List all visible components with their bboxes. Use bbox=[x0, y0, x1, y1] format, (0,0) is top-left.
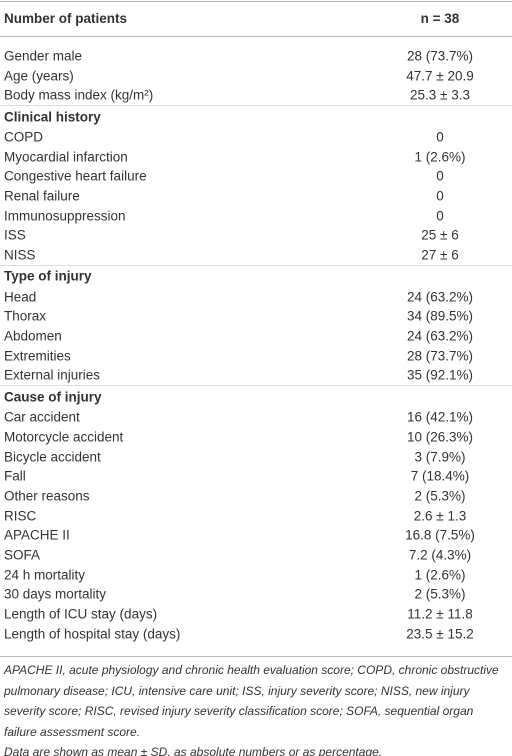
row-value: 10 (26.3%) bbox=[406, 429, 474, 445]
table-row: RISC 2.6 ± 1.3 bbox=[0, 506, 512, 526]
row-value: 7.2 (4.3%) bbox=[408, 547, 472, 563]
row-value: 3 (7.9%) bbox=[414, 449, 466, 465]
row-value: 24 (63.2%) bbox=[406, 289, 474, 305]
row-value: 16.8 (7.5%) bbox=[405, 527, 475, 543]
row-label: APACHE II bbox=[4, 527, 70, 543]
table-row: Congestive heart failure 0 bbox=[0, 166, 512, 186]
row-value: 25 ± 6 bbox=[421, 227, 459, 243]
table-row: Age (years) 47.7 ± 20.9 bbox=[0, 66, 512, 86]
footnote-text: Data are shown as mean ± SD, as absolute… bbox=[4, 745, 383, 756]
table-row: External injuries 35 (92.1%) bbox=[0, 366, 512, 386]
table-row: Car accident 16 (42.1%) bbox=[0, 407, 512, 427]
section-label: Cause of injury bbox=[4, 389, 102, 405]
row-label: ISS bbox=[4, 227, 26, 243]
row-label: Myocardial infarction bbox=[4, 149, 128, 165]
row-label: Congestive heart failure bbox=[4, 168, 147, 184]
row-value: 0 bbox=[436, 208, 444, 224]
table-row: Extremities 28 (73.7%) bbox=[0, 346, 512, 366]
section-row: Cause of injury bbox=[0, 385, 512, 407]
table-row: Head 24 (63.2%) bbox=[0, 287, 512, 307]
row-value: 23.5 ± 15.2 bbox=[406, 626, 474, 642]
table-row: Length of ICU stay (days) 11.2 ± 11.8 bbox=[0, 604, 512, 624]
row-value: 1 (2.6%) bbox=[414, 149, 466, 165]
row-label: Body mass index (kg/m²) bbox=[4, 87, 154, 103]
row-label: NISS bbox=[4, 247, 36, 263]
row-label: SOFA bbox=[4, 547, 41, 563]
row-label: Length of ICU stay (days) bbox=[4, 606, 158, 622]
row-value: 16 (42.1%) bbox=[406, 409, 474, 425]
header-value: n = 38 bbox=[420, 11, 460, 26]
table-row: Myocardial infarction 1 (2.6%) bbox=[0, 147, 512, 167]
row-label: Length of hospital stay (days) bbox=[4, 626, 181, 642]
row-value: 35 (92.1%) bbox=[406, 367, 474, 383]
table-row: Body mass index (kg/m²) 25.3 ± 3.3 bbox=[0, 85, 512, 105]
section-row: Clinical history bbox=[0, 105, 512, 127]
row-label: Age (years) bbox=[4, 68, 74, 84]
table-row: 24 h mortality 1 (2.6%) bbox=[0, 565, 512, 585]
table-row: SOFA 7.2 (4.3%) bbox=[0, 545, 512, 565]
row-label: COPD bbox=[4, 129, 44, 145]
section-label: Type of injury bbox=[4, 268, 92, 284]
row-value: 1 (2.6%) bbox=[414, 567, 466, 583]
table-row: Thorax 34 (89.5%) bbox=[0, 307, 512, 327]
row-label: RISC bbox=[4, 508, 37, 524]
row-value: 2.6 ± 1.3 bbox=[413, 508, 467, 524]
footnote-text: APACHE II, acute physiology and chronic … bbox=[4, 663, 499, 739]
table-row: NISS 27 ± 6 bbox=[0, 245, 512, 265]
row-value: 47.7 ± 20.9 bbox=[406, 68, 474, 84]
table-row: Length of hospital stay (days) 23.5 ± 15.… bbox=[0, 624, 512, 644]
row-value: 27 ± 6 bbox=[421, 247, 459, 263]
table-row: Bicycle accident 3 (7.9%) bbox=[0, 447, 512, 467]
row-label: Bicycle accident bbox=[4, 449, 101, 465]
table-row: Gender male 28 (73.7%) bbox=[0, 46, 512, 66]
row-label: 30 days mortality bbox=[4, 586, 107, 602]
row-value: 28 (73.7%) bbox=[406, 348, 474, 364]
row-value: 2 (5.3%) bbox=[414, 586, 466, 602]
table-row: APACHE II 16.8 (7.5%) bbox=[0, 525, 512, 545]
section-label: Clinical history bbox=[4, 109, 101, 125]
table-row: Other reasons 2 (5.3%) bbox=[0, 486, 512, 506]
row-label: Other reasons bbox=[4, 488, 90, 504]
section-row: Type of injury bbox=[0, 264, 512, 287]
row-label: Thorax bbox=[4, 308, 47, 324]
row-label: Renal failure bbox=[4, 188, 80, 204]
row-label: External injuries bbox=[4, 367, 101, 383]
row-value: 25.3 ± 3.3 bbox=[410, 87, 470, 103]
footnote: APACHE II, acute physiology and chronic … bbox=[0, 656, 512, 756]
table-row: ISS 25 ± 6 bbox=[0, 226, 512, 246]
table-row: Renal failure 0 bbox=[0, 186, 512, 206]
row-value: 0 bbox=[436, 188, 444, 204]
row-label: Abdomen bbox=[4, 328, 62, 344]
table-row: Immunosuppression 0 bbox=[0, 206, 512, 226]
table-row: COPD 0 bbox=[0, 127, 512, 147]
row-label: 24 h mortality bbox=[4, 567, 86, 583]
row-value: 11.2 ± 11.8 bbox=[407, 606, 473, 622]
header-label: Number of patients bbox=[4, 11, 128, 26]
table-row: Abdomen 24 (63.2%) bbox=[0, 326, 512, 346]
table-body: Gender male 28 (73.7%) Age (years) 47.7 ± 2… bbox=[0, 46, 512, 644]
row-value: 7 (18.4%) bbox=[410, 468, 470, 484]
row-label: Motorcycle accident bbox=[4, 429, 124, 445]
table-header: Number of patients n = 38 bbox=[0, 1, 512, 37]
row-label: Head bbox=[4, 289, 37, 305]
row-value: 24 (63.2%) bbox=[406, 328, 474, 344]
row-label: Fall bbox=[4, 468, 26, 484]
table-row: Fall 7 (18.4%) bbox=[0, 466, 512, 486]
row-value: 0 bbox=[436, 168, 444, 184]
row-value: 0 bbox=[436, 129, 444, 145]
row-value: 34 (89.5%) bbox=[406, 308, 474, 324]
table-row: 30 days mortality 2 (5.3%) bbox=[0, 585, 512, 605]
row-value: 28 (73.7%) bbox=[406, 48, 474, 64]
row-label: Car accident bbox=[4, 409, 80, 425]
table-row: Motorcycle accident 10 (26.3%) bbox=[0, 427, 512, 447]
row-value: 2 (5.3%) bbox=[414, 488, 466, 504]
row-label: Gender male bbox=[4, 48, 83, 64]
row-label: Extremities bbox=[4, 348, 71, 364]
row-label: Immunosuppression bbox=[4, 208, 126, 224]
